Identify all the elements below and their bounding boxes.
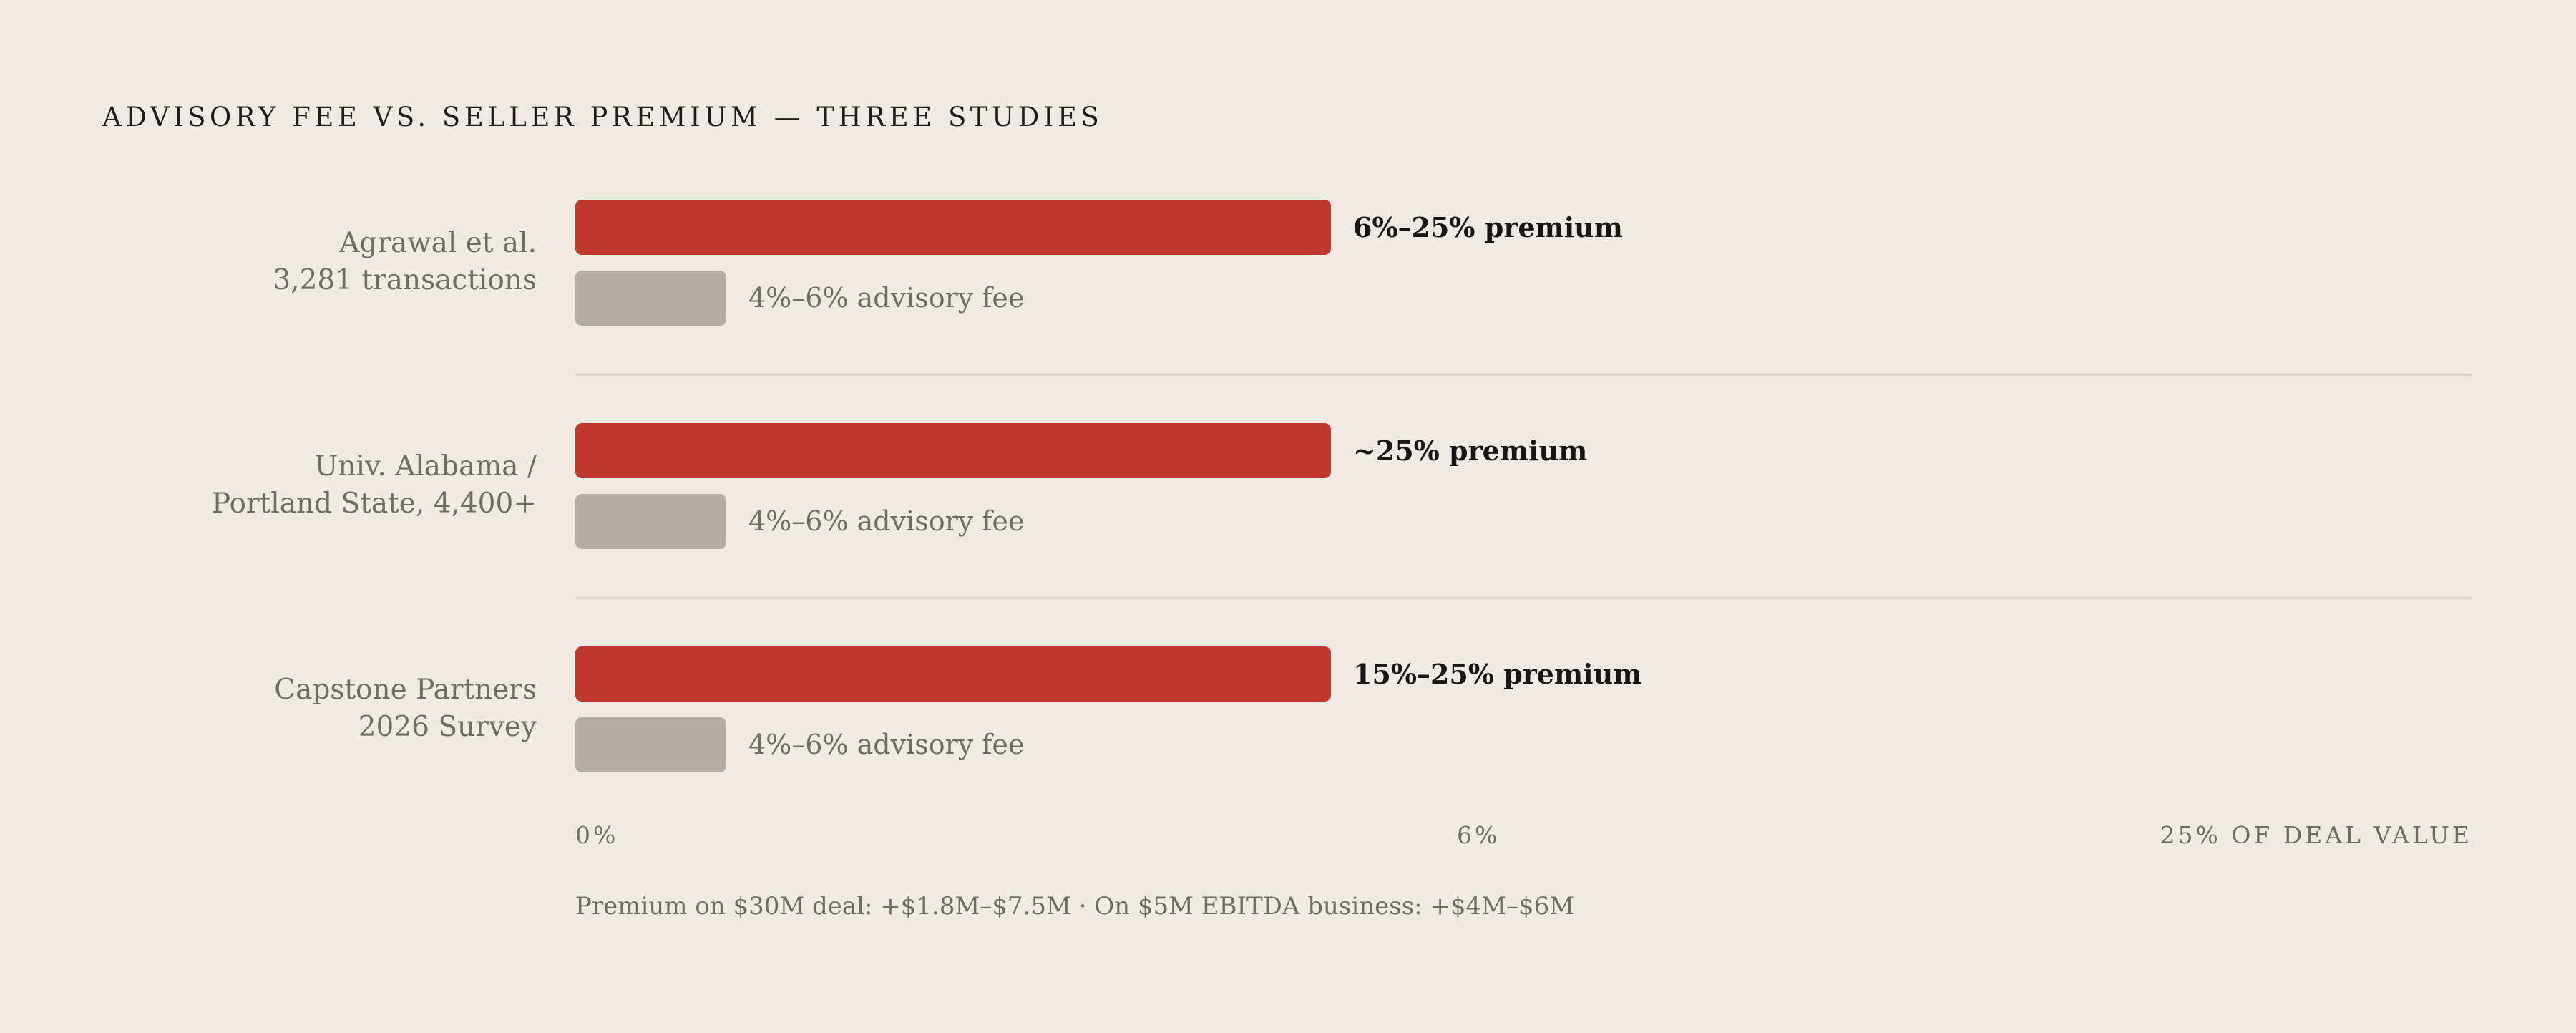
chart-title: ADVISORY FEE VS. SELLER PREMIUM — THREE … <box>102 102 1103 132</box>
study-label: Univ. Alabama / Portland State, 4,400+ <box>36 448 537 523</box>
row-divider <box>575 374 2472 376</box>
study-label: Capstone Partners 2026 Survey <box>36 671 537 746</box>
fee-label: 4%–6% advisory fee <box>748 505 1025 537</box>
row-divider <box>575 597 2472 599</box>
fee-bar <box>575 271 726 326</box>
premium-label: 6%–25% premium <box>1353 211 1624 243</box>
fee-label: 4%–6% advisory fee <box>748 282 1025 314</box>
premium-label: 15%–25% premium <box>1353 658 1642 690</box>
axis-unit-label: 25% OF DEAL VALUE <box>2160 821 2472 849</box>
study-name: Agrawal et al. <box>339 227 537 259</box>
premium-bar <box>575 200 1331 255</box>
axis-tick-label: 6% <box>1457 821 1501 849</box>
study-name: Capstone Partners <box>274 674 537 706</box>
fee-label: 4%–6% advisory fee <box>748 729 1025 760</box>
premium-label: ~25% premium <box>1353 435 1588 467</box>
study-sample: 2026 Survey <box>358 711 537 743</box>
premium-bar <box>575 423 1331 478</box>
fee-bar <box>575 494 726 549</box>
axis-tick-label: 0% <box>575 821 619 849</box>
study-name: Univ. Alabama / <box>314 450 537 482</box>
fee-bar <box>575 717 726 772</box>
study-label: Agrawal et al. 3,281 transactions <box>36 225 537 299</box>
study-sample: Portland State, 4,400+ <box>211 488 537 520</box>
study-sample: 3,281 transactions <box>273 264 537 296</box>
footnote: Premium on $30M deal: +$1.8M–$7.5M · On … <box>575 892 1575 921</box>
premium-bar <box>575 646 1331 702</box>
